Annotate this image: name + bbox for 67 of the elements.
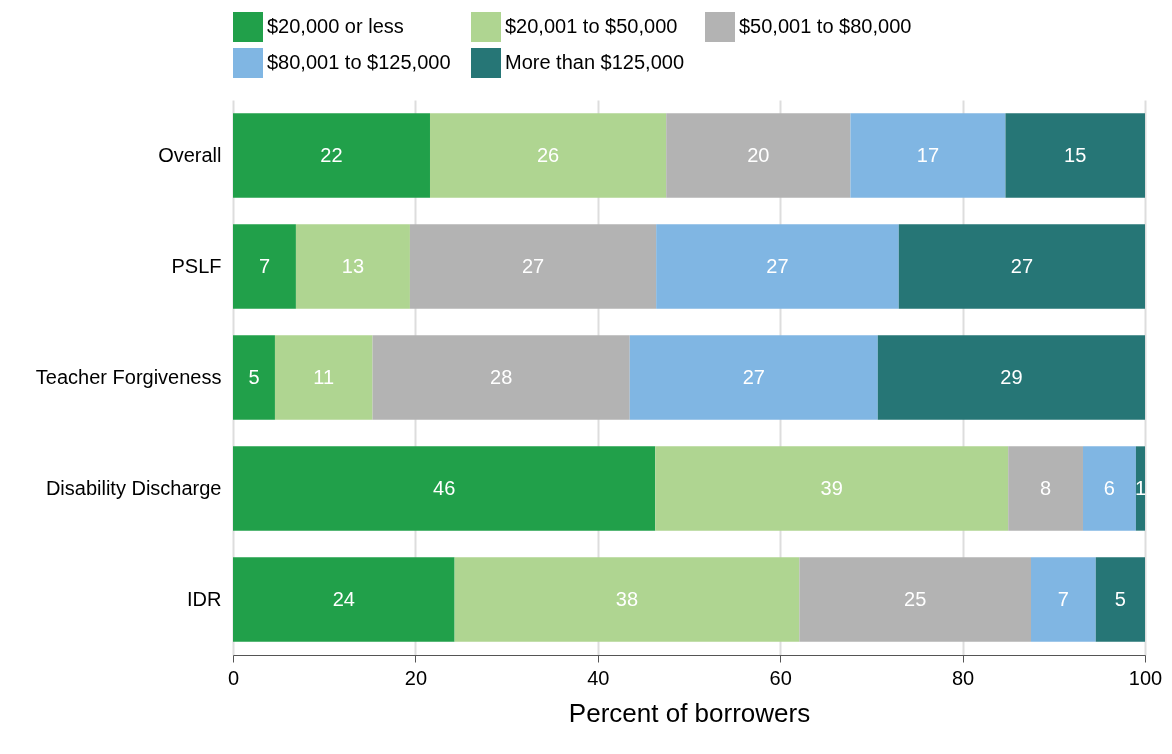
data-label: 1: [1134, 476, 1146, 499]
data-label: 24: [332, 587, 355, 610]
data-label: 17: [916, 143, 940, 166]
data-label: 25: [904, 587, 927, 610]
data-label: 15: [1064, 143, 1087, 166]
data-label: 20: [747, 143, 770, 166]
data-label: 27: [1010, 254, 1034, 277]
data-label: 5: [1114, 587, 1126, 610]
y-tick-label: PSLF: [171, 254, 222, 277]
bar: [409, 224, 657, 309]
bar: [655, 446, 1009, 531]
x-tick-label: 60: [769, 666, 792, 689]
data-label: 27: [521, 254, 545, 277]
y-tick-label: IDR: [187, 587, 222, 610]
data-label: 46: [433, 476, 456, 499]
bar: [454, 557, 800, 642]
legend-label: $50,001 to $80,000: [739, 15, 912, 37]
x-tick-label: 40: [587, 666, 610, 689]
x-axis-title: Percent of borrowers: [568, 697, 811, 728]
y-tick-label: Disability Discharge: [45, 476, 222, 499]
bar: [1082, 446, 1136, 531]
bar: [1005, 113, 1145, 198]
data-label: 38: [615, 587, 639, 610]
data-label: 13: [341, 254, 365, 277]
x-tick-label: 80: [951, 666, 975, 689]
data-label: 26: [536, 143, 560, 166]
bar: [233, 446, 656, 531]
data-label: 11: [313, 365, 335, 388]
bar: [1008, 446, 1083, 531]
bar: [295, 224, 410, 309]
bar: [666, 113, 851, 198]
legend-label: $20,000 or less: [267, 15, 404, 37]
bar: [1135, 446, 1145, 531]
legend-label: $20,001 to $50,000: [505, 15, 678, 37]
x-tick-label: 100: [1128, 666, 1163, 689]
bar: [1095, 557, 1145, 642]
legend-label: More than $125,000: [505, 51, 685, 73]
data-label: 8: [1040, 476, 1052, 499]
data-label: 7: [258, 254, 271, 277]
x-tick-label: 0: [227, 666, 240, 689]
bar: [799, 557, 1031, 642]
bar: [850, 113, 1006, 198]
data-label: 5: [248, 365, 260, 388]
y-tick-label: Overall: [158, 143, 222, 166]
data-label: 29: [1000, 365, 1023, 388]
data-label: 7: [1057, 587, 1069, 610]
data-label: 22: [320, 143, 343, 166]
bar: [233, 557, 455, 642]
bar: [233, 335, 275, 420]
bar: [1031, 557, 1096, 642]
data-label: 27: [766, 254, 789, 277]
y-tick-label: Teacher Forgiveness: [35, 365, 222, 388]
bar: [274, 335, 373, 420]
bar: [429, 113, 667, 198]
bar: [898, 224, 1145, 309]
bar: [372, 335, 630, 420]
bar: [233, 224, 296, 309]
bar: [656, 224, 899, 309]
legend-label: $80,001 to $125,000: [267, 51, 451, 73]
bar: [629, 335, 878, 420]
data-label: 6: [1103, 476, 1115, 499]
bar: [233, 113, 430, 198]
data-label: 39: [820, 476, 843, 499]
x-tick-label: 20: [404, 666, 428, 689]
bar: [877, 335, 1145, 420]
data-label: 27: [742, 365, 765, 388]
data-label: 28: [490, 365, 513, 388]
